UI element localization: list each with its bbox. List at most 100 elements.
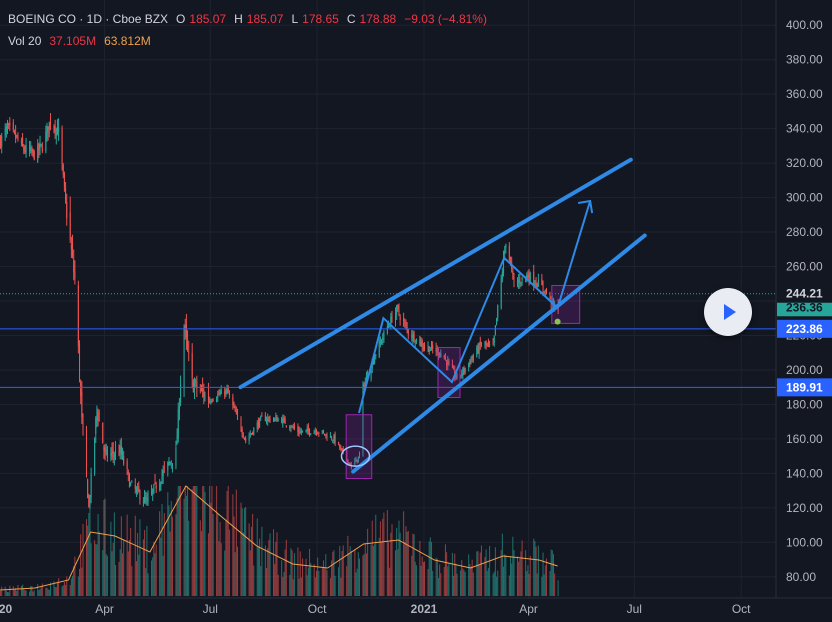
- candle-body: [104, 448, 106, 453]
- time-tick-label: 2020: [0, 602, 13, 616]
- volume-bar: [471, 559, 473, 596]
- candle-body: [326, 435, 328, 438]
- horizontal-levels[interactable]: [0, 293, 776, 388]
- candle-body: [291, 426, 293, 428]
- volume-bar: [128, 539, 130, 596]
- replay-play-button[interactable]: [704, 288, 752, 336]
- candle-body: [24, 150, 26, 152]
- low-label: L: [291, 12, 299, 26]
- candle-body: [210, 401, 212, 403]
- volume-bar: [367, 528, 369, 596]
- volume-bar: [268, 540, 270, 596]
- candle-body: [58, 127, 60, 133]
- last-price-tag: [777, 284, 832, 303]
- volume-bar: [487, 567, 489, 596]
- candle-body: [121, 453, 124, 457]
- candle-body: [405, 323, 407, 326]
- candle-body: [126, 461, 128, 470]
- candle-body: [534, 283, 536, 285]
- volume-bar: [56, 581, 58, 596]
- volume-bar: [261, 526, 263, 596]
- volume-bar: [534, 541, 536, 596]
- volume-bar: [454, 553, 456, 596]
- volume-bar: [63, 582, 65, 596]
- volume-bar: [332, 551, 334, 596]
- candle-body: [333, 436, 335, 442]
- volume-bar: [554, 573, 556, 596]
- volume-bar: [210, 502, 212, 596]
- candle-body: [111, 450, 113, 452]
- price-tick-label: 100.00: [786, 535, 823, 549]
- volume-bar: [45, 587, 47, 596]
- volume-bar: [388, 542, 390, 596]
- candle-body: [338, 442, 340, 444]
- candle-body: [78, 343, 81, 380]
- candle-body: [41, 147, 43, 152]
- candle-body: [348, 462, 350, 465]
- candle-body: [188, 351, 190, 353]
- volume-bar: [321, 567, 323, 596]
- candle-body: [266, 419, 268, 422]
- candle-body: [284, 418, 286, 424]
- candle-body: [536, 284, 538, 288]
- volume-bar: [135, 561, 137, 596]
- candle-body: [55, 128, 57, 137]
- volume-bar: [550, 549, 552, 596]
- candle-body: [96, 407, 98, 422]
- volume-value: 37.105M: [49, 34, 97, 48]
- volume-bar: [61, 586, 63, 596]
- volume-bar: [248, 523, 250, 596]
- volume-bar: [541, 576, 543, 596]
- volume-bar: [333, 550, 335, 596]
- candle-body: [314, 431, 316, 433]
- candle-body: [87, 479, 89, 499]
- volume-bar: [243, 508, 245, 596]
- volume-bar: [383, 512, 385, 596]
- price-axis[interactable]: 80.00 100.00 120.00 140.00 160.00 180.00 200.0…: [775, 0, 832, 622]
- time-axis[interactable]: 2020 Apr Jul Oct 2021 Apr Jul Oct: [0, 597, 832, 622]
- volume-bar: [77, 576, 79, 596]
- candle-body: [167, 461, 169, 471]
- volume-bar: [207, 533, 209, 596]
- candle-body: [6, 126, 9, 131]
- drawings[interactable]: [238, 157, 647, 480]
- volume-label[interactable]: Vol 20: [8, 34, 42, 48]
- volume-bar: [512, 536, 514, 596]
- candle-body: [478, 343, 480, 354]
- candle-body: [455, 376, 457, 378]
- candle-body: [486, 344, 488, 346]
- volume-ma-line: [0, 485, 558, 591]
- candle-body: [219, 393, 221, 395]
- price-tick-label: 140.00: [786, 466, 823, 480]
- volume-bar: [455, 563, 457, 596]
- candle-body: [217, 394, 219, 399]
- candle-body: [261, 415, 263, 417]
- candle-body: [45, 131, 47, 152]
- price-tick-label: 340.00: [786, 122, 823, 136]
- candle-body: [267, 417, 269, 422]
- volume-bar: [227, 486, 229, 596]
- candle-body: [494, 325, 496, 335]
- volume-bar: [40, 587, 42, 596]
- volume-bar: [397, 549, 399, 596]
- volume-bar: [317, 557, 319, 596]
- candle-body: [253, 428, 255, 435]
- volume-bar: [324, 568, 326, 596]
- candle-body: [242, 434, 244, 437]
- volume-bar: [519, 559, 521, 596]
- volume-bar: [347, 535, 349, 596]
- candle-body: [521, 276, 523, 281]
- symbol-title[interactable]: BOEING CO · 1D · Cboe BZX: [8, 12, 169, 26]
- volume-bar: [20, 585, 22, 596]
- candle-body: [204, 393, 206, 401]
- candle-body: [225, 389, 227, 395]
- volume-bar: [545, 558, 548, 596]
- candle-body: [202, 388, 204, 392]
- candle-body: [46, 126, 48, 134]
- volume-bar: [194, 486, 196, 596]
- volume-bar: [212, 514, 214, 596]
- volume-bars: [0, 486, 559, 596]
- candle-body: [220, 390, 222, 395]
- volume-bar: [365, 553, 367, 596]
